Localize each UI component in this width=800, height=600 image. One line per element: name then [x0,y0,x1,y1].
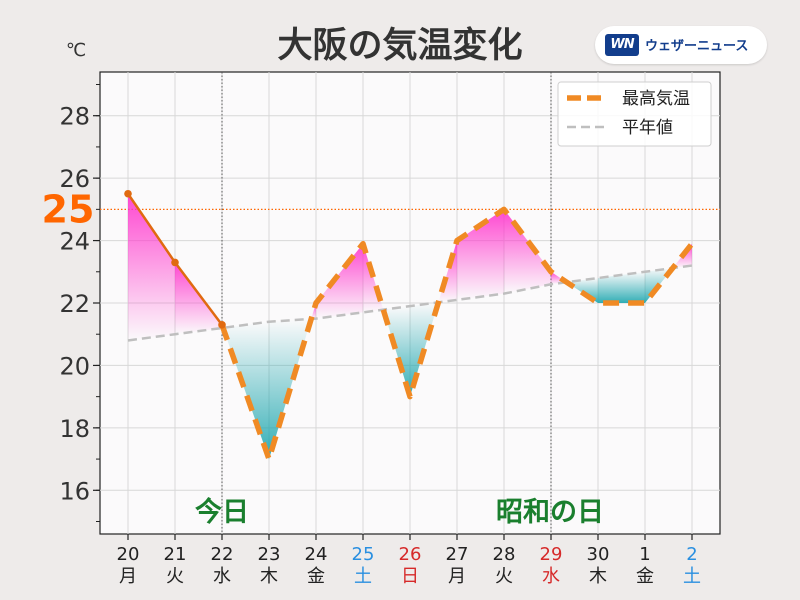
warm-fill [504,209,551,294]
max-temp-forecast-line [219,206,695,462]
x-tick-weekday: 水 [213,566,231,587]
x-tick-weekday: 金 [307,566,325,587]
max-temp-point [124,189,132,198]
warm-fill [128,193,175,341]
x-tick-date: 27 [446,544,469,565]
x-tick-date: 20 [117,544,140,565]
x-tick-date: 26 [399,544,422,565]
x-tick-date: 2 [686,544,697,565]
y-tick-label: 28 [59,103,90,131]
minor-ticks [96,83,100,523]
warm-fill [672,243,692,269]
x-tick-date: 28 [493,544,516,565]
y-tick-label: 18 [59,415,90,443]
chart-title: 大阪の気温変化 [277,25,522,66]
x-tick-date: 22 [211,544,234,565]
x-tick-weekday: 月 [448,566,466,587]
x-tick-weekday: 金 [636,566,654,587]
x-tick-date: 30 [587,544,610,565]
warm-fill [457,209,504,300]
cool-fill [598,271,645,303]
logo-mark: WN [605,34,639,56]
marker-label: 昭和の日 [496,497,604,528]
warm-fill [175,262,222,335]
y-tick-label: 26 [59,165,90,193]
x-tick-weekday: 木 [589,566,607,587]
legend-label-max: 最高気温 [622,89,690,109]
x-tick-weekday: 水 [542,566,560,587]
x-tick-date: 24 [305,544,328,565]
cool-fill [383,306,410,397]
legend-label-normal: 平年値 [622,118,673,138]
x-tick-weekday: 月 [119,566,137,587]
max-temp-point [218,321,226,329]
y-tick-label: 16 [59,477,90,505]
threshold-label: 25 [42,187,95,231]
y-tick-label: 22 [59,290,90,318]
x-tick-date: 29 [540,544,563,565]
x-tick-weekday: 日 [401,566,419,587]
normal-line [127,264,693,342]
logo-text: ウェザーニュース [645,39,749,54]
x-tick-weekday: 土 [683,566,701,587]
x-tick-weekday: 土 [354,566,372,587]
marker-label: 今日 [195,496,249,528]
fill-regions [128,193,692,460]
y-tick-label: 24 [59,228,90,256]
weathernews-logo: WN ウェザーニュース [595,26,767,64]
y-tick-label: 20 [59,352,90,380]
x-tick-date: 21 [164,544,187,565]
y-axis-unit: ℃ [66,40,86,61]
max-temp-point [171,258,179,267]
x-tick-date: 23 [258,544,281,565]
x-tick-weekday: 火 [495,566,513,587]
x-tick-date: 1 [639,544,650,565]
x-tick-weekday: 火 [166,566,184,587]
x-tick-date: 25 [352,544,375,565]
x-tick-weekday: 木 [260,566,278,587]
